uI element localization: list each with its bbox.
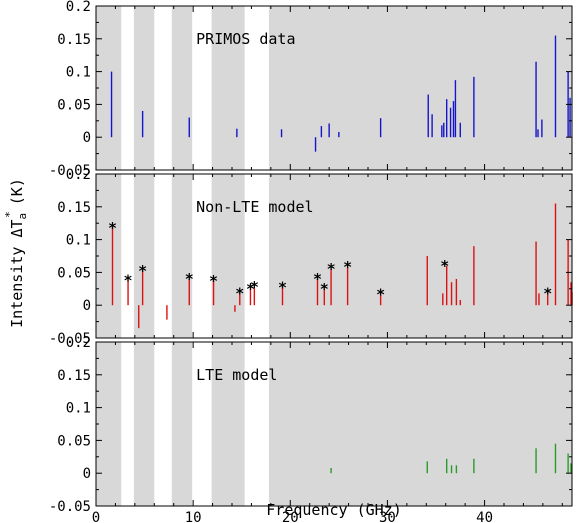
detection-star-16: * <box>543 284 552 302</box>
x-tick-label: 40 <box>476 510 493 523</box>
shaded-band-3 <box>171 6 193 170</box>
detection-star-8: * <box>250 278 259 296</box>
y-axis-label-superscript: * <box>3 211 16 218</box>
y-tick-label: 0.15 <box>57 32 91 48</box>
detection-star-7: * <box>246 280 255 298</box>
y-tick-label: 0.15 <box>57 200 91 216</box>
detection-star-6: * <box>235 284 244 302</box>
shaded-band-5 <box>268 174 572 338</box>
y-tick-label: 0 <box>83 298 91 314</box>
y-tick-label: 0.2 <box>66 167 91 183</box>
y-axis-label-subscript: a <box>16 213 29 220</box>
x-axis: 0 10 20 30 40 <box>92 510 493 523</box>
shaded-band-1 <box>96 6 122 170</box>
y-tick-label: 0 <box>83 130 91 146</box>
y-tick-label: 0.05 <box>57 433 91 449</box>
shaded-band-3 <box>171 174 193 338</box>
y-tick-label: 0.1 <box>66 65 91 81</box>
y-tick-label: 0.1 <box>66 233 91 249</box>
y-axis-label-unit: (K) <box>8 178 26 205</box>
detection-star-13: * <box>343 258 352 276</box>
shaded-band-4 <box>211 6 245 170</box>
detection-star-3: * <box>138 262 147 280</box>
y-tick-label: 0.15 <box>57 368 91 384</box>
x-tick-label: 0 <box>92 510 100 523</box>
detection-star-14: * <box>376 286 385 304</box>
shaded-band-4 <box>211 174 245 338</box>
y-axis-label: Intensity ΔTa* (K) <box>3 178 29 328</box>
x-tick-label: 30 <box>379 510 396 523</box>
x-tick-label: 20 <box>282 510 299 523</box>
panel-title: LTE model <box>196 366 277 384</box>
panel-3: 0.2 0.15 0.1 0.05 0 -0.05 LTE model <box>49 335 573 515</box>
y-tick-label: -0.05 <box>49 331 91 347</box>
shaded-band-5 <box>268 342 572 506</box>
detection-star-4: * <box>185 270 194 288</box>
detection-star-12: * <box>327 260 336 278</box>
panel-1: 0.2 0.15 0.1 0.05 0 -0.05 PRIMOS data <box>49 0 573 179</box>
detection-star-15: * <box>440 257 449 275</box>
detection-star-9: * <box>278 278 287 296</box>
panel-title: Non-LTE model <box>196 198 313 216</box>
y-tick-label: -0.05 <box>49 163 91 179</box>
y-tick-label: 0.2 <box>66 335 91 351</box>
panel-title: PRIMOS data <box>196 30 295 48</box>
shaded-band-4 <box>211 342 245 506</box>
shaded-band-1 <box>96 342 122 506</box>
shaded-band-2 <box>133 174 155 338</box>
y-axis-label-main: Intensity ΔT <box>8 219 26 327</box>
y-tick-label: 0.2 <box>66 0 91 15</box>
shaded-band-2 <box>133 342 155 506</box>
detection-star-2: * <box>124 271 133 289</box>
shaded-band-5 <box>268 6 572 170</box>
y-tick-label: 0.1 <box>66 401 91 417</box>
detection-star-1: * <box>108 219 117 237</box>
y-tick-label: 0.05 <box>57 97 91 113</box>
x-tick-label: 10 <box>185 510 202 523</box>
detection-star-10: * <box>313 270 322 288</box>
y-tick-label: -0.05 <box>49 499 91 515</box>
shaded-band-1 <box>96 174 122 338</box>
shaded-band-3 <box>171 342 193 506</box>
panel-2: *** * ** ** * *** ****0.20.150.10.050-0.05Non-… <box>49 167 573 347</box>
detection-star-5: * <box>209 272 218 290</box>
detection-star-11: * <box>320 280 329 298</box>
y-tick-label: 0 <box>83 466 91 482</box>
shaded-band-2 <box>133 6 155 170</box>
y-tick-label: 0.05 <box>57 265 91 281</box>
x-axis-label: Frequency (GHz) <box>266 501 401 519</box>
